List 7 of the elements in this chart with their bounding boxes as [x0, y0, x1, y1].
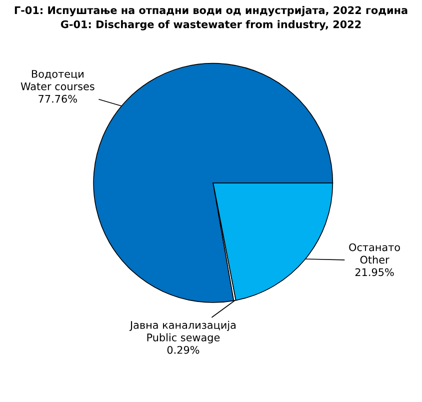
- data-label: 77.76%: [38, 94, 77, 103]
- slice-label: Водотеци Water courses: [20, 70, 94, 90]
- slice-label: Јавна канализација Public sewage: [129, 320, 236, 344]
- slice-label: Останато Other: [349, 243, 400, 264]
- data-label: 21.95%: [355, 268, 394, 276]
- data-label: 0.29%: [167, 346, 200, 354]
- chart-title: Г-01: Испуштање на отпадни води од индустријата, 2022 година G-01: Discharge of wastewater from industry, 2022: [14, 6, 408, 30]
